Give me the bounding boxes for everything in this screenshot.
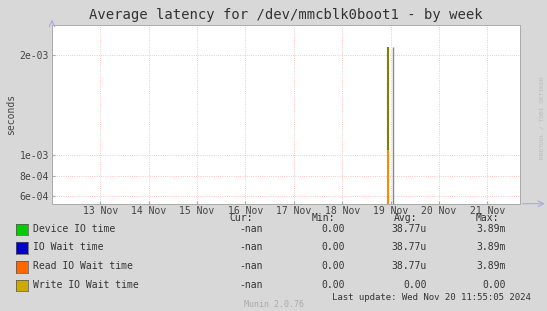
Title: Average latency for /dev/mmcblk0boot1 - by week: Average latency for /dev/mmcblk0boot1 - … (89, 8, 482, 22)
Text: 0.00: 0.00 (321, 280, 345, 290)
Text: Device IO time: Device IO time (33, 224, 115, 234)
Text: 3.89m: 3.89m (476, 242, 506, 252)
Text: 0.00: 0.00 (482, 280, 506, 290)
Text: Min:: Min: (312, 213, 335, 223)
Text: IO Wait time: IO Wait time (33, 242, 103, 252)
Text: Cur:: Cur: (230, 213, 253, 223)
Text: 3.89m: 3.89m (476, 224, 506, 234)
Text: RRDTOOL / TOBI OETIKER: RRDTOOL / TOBI OETIKER (539, 77, 544, 160)
Y-axis label: seconds: seconds (5, 94, 16, 135)
Text: 3.89m: 3.89m (476, 261, 506, 271)
Text: 0.00: 0.00 (403, 280, 427, 290)
Text: Last update: Wed Nov 20 11:55:05 2024: Last update: Wed Nov 20 11:55:05 2024 (331, 293, 531, 302)
Text: 38.77u: 38.77u (392, 224, 427, 234)
Text: Read IO Wait time: Read IO Wait time (33, 261, 133, 271)
Text: 0.00: 0.00 (321, 261, 345, 271)
Text: -nan: -nan (239, 261, 263, 271)
Text: 0.00: 0.00 (321, 242, 345, 252)
Text: -nan: -nan (239, 224, 263, 234)
Text: Write IO Wait time: Write IO Wait time (33, 280, 138, 290)
Text: 38.77u: 38.77u (392, 242, 427, 252)
Text: -nan: -nan (239, 280, 263, 290)
Text: -nan: -nan (239, 242, 263, 252)
Text: 38.77u: 38.77u (392, 261, 427, 271)
Text: Avg:: Avg: (394, 213, 417, 223)
Text: Max:: Max: (476, 213, 499, 223)
Text: 0.00: 0.00 (321, 224, 345, 234)
Text: Munin 2.0.76: Munin 2.0.76 (243, 300, 304, 309)
